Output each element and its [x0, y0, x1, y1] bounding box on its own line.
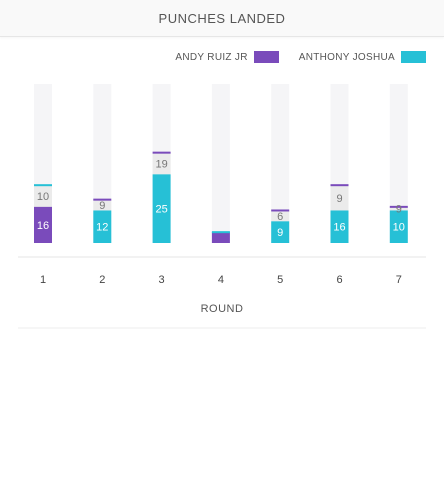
bar-difference	[152, 152, 171, 175]
bar-track	[211, 84, 230, 243]
bar-bottom-label: 25	[155, 204, 167, 216]
x-tick-label: 1	[40, 274, 46, 286]
legend: ANDY RUIZ JR ANTHONY JOSHUA	[175, 51, 426, 63]
bar-bottom-label: 9	[277, 227, 283, 239]
legend-item-ruiz[interactable]: ANDY RUIZ JR	[175, 51, 279, 63]
legend-swatch-joshua	[401, 51, 426, 63]
bar-bottom	[34, 206, 52, 243]
x-axis-label: ROUND	[201, 303, 244, 315]
bar-cap	[93, 198, 112, 201]
bar-bottom-label: 10	[393, 222, 405, 234]
legend-item-joshua[interactable]: ANTHONY JOSHUA	[299, 51, 426, 63]
bar-difference	[93, 199, 112, 211]
bar-difference	[34, 185, 52, 207]
bar-cap	[271, 209, 290, 212]
bar-bottom	[152, 174, 171, 243]
x-tick-label: 4	[218, 274, 224, 286]
bar-track	[389, 84, 408, 243]
bar-top-label: 6	[277, 211, 283, 223]
bar-difference	[389, 206, 408, 211]
bar-cap	[152, 151, 171, 154]
bar-top-label: 9	[99, 200, 105, 212]
bar-difference	[330, 185, 349, 211]
chart-title: PUNCHES LANDED	[158, 10, 286, 26]
bar-bottom	[211, 232, 230, 243]
bar-bottom	[389, 210, 408, 243]
bar-bottom	[271, 221, 290, 243]
bar-bottom	[330, 210, 349, 243]
x-tick-label: 7	[396, 274, 402, 286]
bar-top-label: 19	[155, 159, 167, 171]
chart-header: PUNCHES LANDED	[0, 0, 444, 37]
bar-cap	[211, 231, 230, 234]
x-tick-label: 6	[336, 274, 342, 286]
bar-cap	[389, 205, 408, 208]
bar-bottom-label: 16	[37, 220, 49, 232]
bar-difference	[271, 210, 290, 222]
x-tick-label: 5	[277, 274, 283, 286]
bar-cap	[330, 184, 349, 187]
x-tick-label: 3	[159, 274, 165, 286]
legend-label-ruiz: ANDY RUIZ JR	[175, 51, 248, 63]
bar-track	[271, 84, 290, 243]
bar-cap	[34, 184, 52, 187]
x-tick-label: 2	[99, 274, 105, 286]
legend-swatch-ruiz	[253, 51, 279, 63]
bar-top-label: 9	[396, 204, 402, 216]
bar-top-label: 9	[336, 193, 342, 205]
bar-bottom	[93, 210, 112, 243]
bar-bottom-label: 12	[96, 222, 108, 234]
bar-bottom-label: 16	[333, 222, 345, 234]
bar-top-label: 10	[37, 191, 49, 203]
legend-label-joshua: ANTHONY JOSHUA	[298, 51, 395, 63]
